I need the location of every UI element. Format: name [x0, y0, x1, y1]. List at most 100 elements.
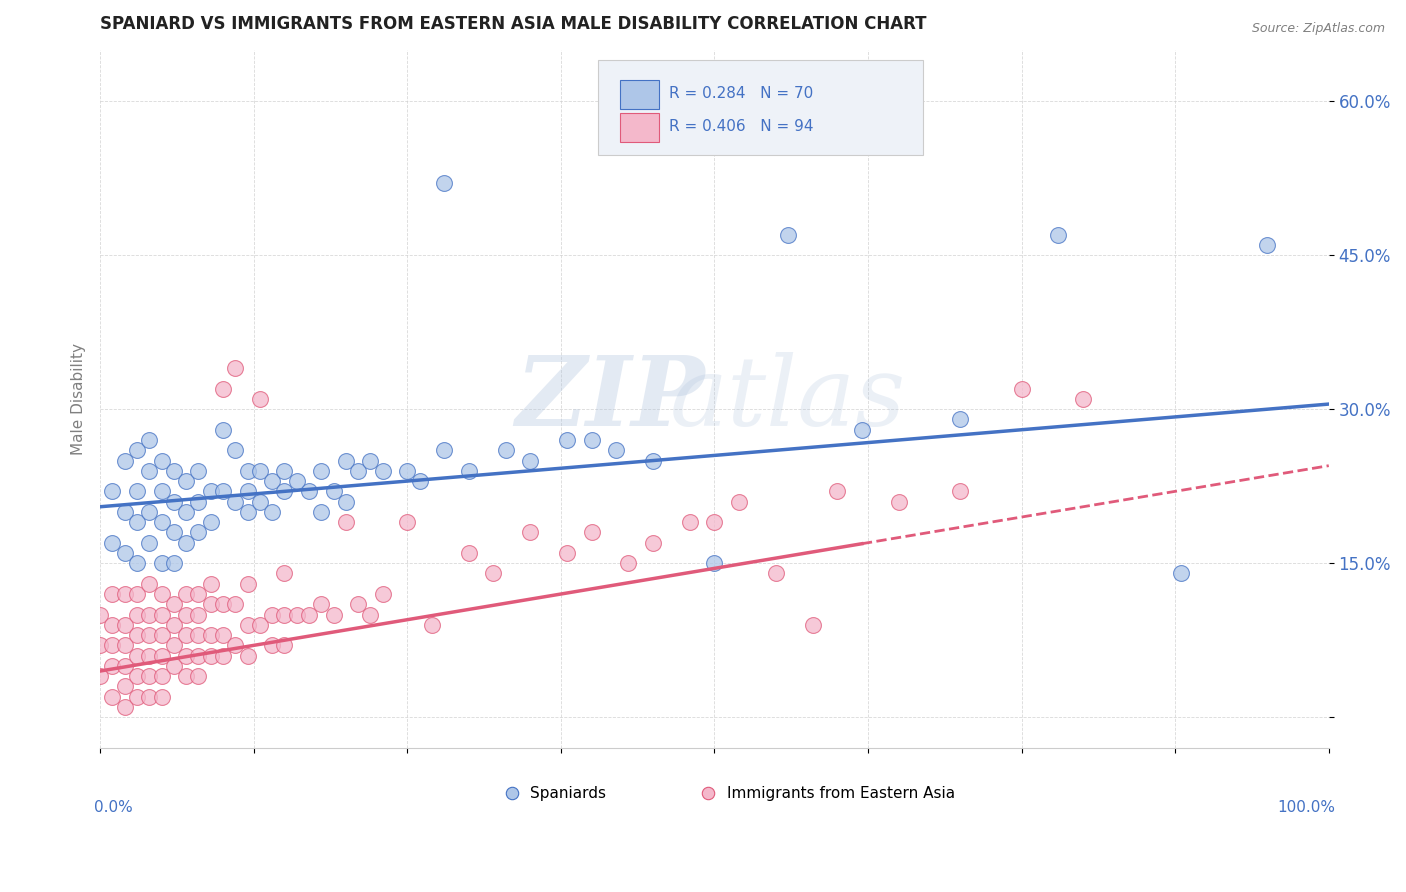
- Point: [778, 227, 800, 242]
- Point: [138, 648, 160, 663]
- Point: [335, 515, 357, 529]
- Point: [114, 546, 136, 560]
- Point: [200, 515, 222, 529]
- Point: [89, 669, 111, 683]
- Point: [371, 464, 394, 478]
- Point: [150, 669, 173, 683]
- Text: 0.0%: 0.0%: [94, 800, 132, 815]
- Point: [138, 628, 160, 642]
- Point: [495, 443, 517, 458]
- Point: [187, 494, 209, 508]
- Point: [187, 464, 209, 478]
- Point: [163, 639, 186, 653]
- Point: [298, 484, 321, 499]
- Point: [249, 464, 271, 478]
- Point: [949, 412, 972, 426]
- Point: [420, 617, 443, 632]
- Point: [101, 484, 124, 499]
- Point: [273, 639, 295, 653]
- Point: [249, 392, 271, 406]
- Point: [114, 700, 136, 714]
- Point: [150, 515, 173, 529]
- Text: R = 0.284   N = 70: R = 0.284 N = 70: [669, 87, 813, 102]
- Point: [187, 628, 209, 642]
- Point: [101, 690, 124, 704]
- Point: [187, 587, 209, 601]
- Text: R = 0.406   N = 94: R = 0.406 N = 94: [669, 120, 814, 134]
- Point: [322, 607, 344, 622]
- Point: [200, 576, 222, 591]
- Point: [273, 464, 295, 478]
- Point: [347, 464, 370, 478]
- Point: [163, 617, 186, 632]
- Point: [827, 484, 849, 499]
- Point: [114, 659, 136, 673]
- Point: [125, 484, 148, 499]
- Point: [703, 556, 725, 570]
- Point: [163, 464, 186, 478]
- Point: [138, 690, 160, 704]
- Point: [347, 597, 370, 611]
- Point: [114, 639, 136, 653]
- Point: [187, 669, 209, 683]
- Point: [433, 443, 456, 458]
- Point: [1170, 566, 1192, 581]
- Point: [224, 597, 246, 611]
- Text: ZIP: ZIP: [515, 352, 704, 446]
- Point: [236, 617, 259, 632]
- Point: [138, 433, 160, 447]
- Point: [679, 515, 702, 529]
- Point: [519, 453, 541, 467]
- Point: [174, 648, 197, 663]
- Point: [335, 453, 357, 467]
- Point: [641, 535, 664, 549]
- Point: [163, 597, 186, 611]
- Point: [150, 628, 173, 642]
- Point: [311, 464, 333, 478]
- Text: Immigrants from Eastern Asia: Immigrants from Eastern Asia: [727, 786, 955, 801]
- Text: SPANIARD VS IMMIGRANTS FROM EASTERN ASIA MALE DISABILITY CORRELATION CHART: SPANIARD VS IMMIGRANTS FROM EASTERN ASIA…: [100, 15, 927, 33]
- Point: [150, 484, 173, 499]
- Point: [273, 566, 295, 581]
- Point: [101, 587, 124, 601]
- Point: [212, 597, 235, 611]
- Point: [408, 474, 430, 488]
- Point: [224, 361, 246, 376]
- FancyBboxPatch shape: [620, 80, 659, 109]
- Point: [273, 607, 295, 622]
- Point: [1071, 392, 1094, 406]
- Point: [163, 556, 186, 570]
- Point: [262, 474, 284, 488]
- Point: [200, 484, 222, 499]
- Point: [236, 576, 259, 591]
- Point: [101, 617, 124, 632]
- Point: [249, 494, 271, 508]
- Point: [224, 639, 246, 653]
- Point: [163, 494, 186, 508]
- Point: [311, 597, 333, 611]
- Point: [851, 423, 873, 437]
- Point: [114, 453, 136, 467]
- Point: [89, 639, 111, 653]
- Point: [114, 587, 136, 601]
- Point: [887, 494, 910, 508]
- Point: [581, 525, 603, 540]
- Point: [605, 443, 627, 458]
- Point: [174, 669, 197, 683]
- Point: [457, 546, 479, 560]
- Point: [163, 659, 186, 673]
- Point: [138, 464, 160, 478]
- Point: [212, 648, 235, 663]
- Point: [125, 648, 148, 663]
- Point: [765, 566, 787, 581]
- Point: [200, 628, 222, 642]
- Point: [138, 607, 160, 622]
- Point: [174, 587, 197, 601]
- Point: [138, 505, 160, 519]
- Point: [101, 535, 124, 549]
- Y-axis label: Male Disability: Male Disability: [72, 343, 86, 455]
- Text: Spaniards: Spaniards: [530, 786, 606, 801]
- Point: [359, 453, 381, 467]
- Point: [396, 464, 419, 478]
- Point: [150, 587, 173, 601]
